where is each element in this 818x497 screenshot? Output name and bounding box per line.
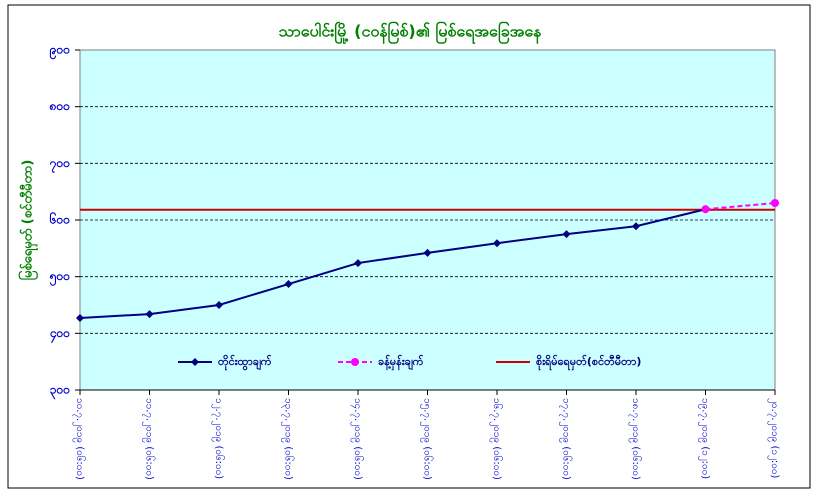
y-tick-label: ၉၀၀ (49, 43, 71, 61)
y-tick-label: ၃၀၀ (50, 383, 71, 401)
point (493, 239, 501, 248)
legend-label: စိုးရိမ်ရေမှတ်(စင်တီမီတာ) (536, 354, 641, 371)
point (701, 205, 710, 214)
point (423, 248, 432, 257)
y-tick-label: ၇၀၀ (49, 156, 71, 174)
point (771, 199, 779, 207)
point (284, 280, 293, 289)
x-tick-label: ၁၇.၇.၂၀၁၉ (၀၆:၀၀) (559, 398, 574, 480)
x-tick-label: ၁၀.၇.၂၀၁၉ (၀၆:၀၀) (72, 398, 87, 480)
x-tick-label: ၁၂.၇.၂၀၁၉ (၀၆:၀၀) (211, 398, 226, 479)
x-tick-label: ၁၉.၇.၂၀၁၉ (၁၂:၀၀) (698, 398, 711, 479)
y-axis-label: မြစ်ရေမှတ် (စင်တီမီတာ) (18, 160, 39, 281)
point (145, 310, 154, 319)
point (562, 230, 571, 239)
series-line (79, 208, 706, 320)
point (215, 301, 223, 309)
point (632, 222, 640, 231)
point (354, 259, 362, 268)
x-tick-label: ၂၀.၇.၂၀၁၉ (၁၂:၀၀) (767, 398, 780, 479)
legend-label: တိုင်းထွာချက် (218, 354, 272, 371)
y-tick-label: ၈၀၀ (49, 99, 71, 113)
legend-marker (191, 358, 199, 366)
x-tick-label: ၁၄.၇.၂၀၁၉ (၀၆:၀၀) (350, 398, 365, 480)
x-tick-label: ၁၃.၇.၂၀၁၉ (၀၆:၀၀) (281, 398, 296, 480)
y-tick-label: ၄၀၀ (49, 326, 71, 344)
y-tick-label: ၆၀၀ (49, 211, 71, 227)
x-tick-label: ၁၅.၇.၂၀၁၉ (၀၆:၀၀) (420, 398, 435, 480)
legend-marker (351, 358, 359, 366)
x-tick-label: ၁၆.၇.၂၀၁၉ (၀၆:၀၀) (489, 398, 504, 480)
series-line (705, 202, 776, 211)
point (76, 314, 84, 323)
x-tick-label: ၁၁.၇.၂၀၁၉ (၀၆:၀၀) (142, 398, 157, 480)
legend-label: ခန့်မှန်းချက် (378, 354, 424, 371)
y-tick-label: ၅၀၀ (49, 269, 71, 287)
x-tick-label: ၁၈.၇.၂၀၁၉ (၀၆:၀၀) (628, 398, 643, 480)
